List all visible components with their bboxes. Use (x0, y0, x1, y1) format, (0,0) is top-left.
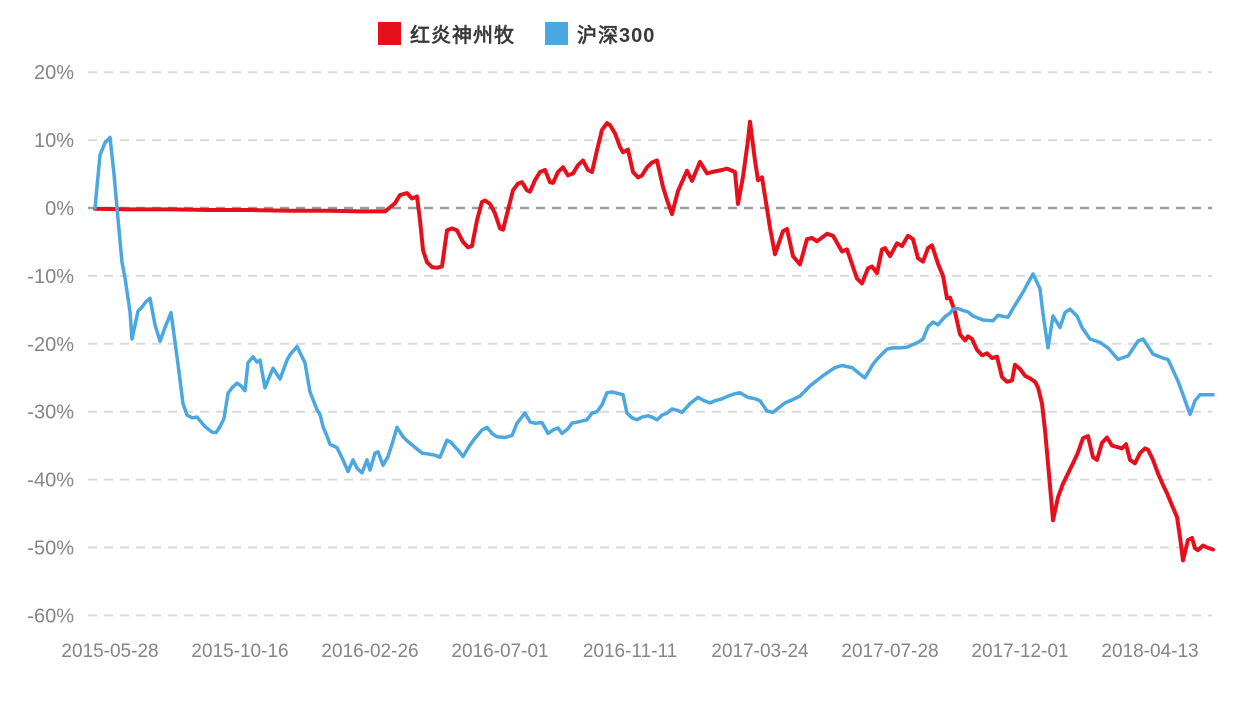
x-axis-tick-label: 2015-10-16 (191, 641, 288, 662)
y-axis-tick-label: -20% (27, 334, 74, 356)
y-axis-tick-label: 10% (34, 130, 74, 152)
benchmark-legend-label: 沪深300 (577, 25, 656, 47)
y-axis-tick-label: -40% (27, 470, 74, 492)
fund-legend-swatch-icon (378, 22, 401, 45)
x-axis-tick-label: 2017-07-28 (841, 641, 938, 662)
x-axis-tick-label: 2017-12-01 (971, 641, 1068, 662)
x-axis-tick-label: 2015-05-28 (61, 641, 158, 662)
fund-legend-label: 红炎神州牧 (410, 25, 515, 47)
series-line-benchmark (93, 135, 1215, 475)
y-axis-tick-label: 20% (34, 62, 74, 84)
chart-legend: 红炎神州牧 沪深300 (378, 19, 655, 48)
x-axis-tick-label: 2016-11-11 (583, 641, 677, 662)
x-axis-tick-label: 2018-04-13 (1101, 641, 1198, 662)
x-axis-tick-label: 2016-07-01 (451, 641, 548, 662)
benchmark-legend-swatch-icon (545, 22, 568, 45)
y-axis-tick-label: -10% (27, 266, 74, 288)
legend-item-benchmark[interactable]: 沪深300 (545, 19, 655, 48)
x-axis-tick-label: 2016-02-26 (321, 641, 418, 662)
legend-item-fund[interactable]: 红炎神州牧 (378, 19, 515, 48)
y-axis-tick-label: -30% (27, 402, 74, 424)
y-axis-tick-label: -60% (27, 605, 74, 627)
y-axis-tick-label: 0% (45, 198, 74, 220)
x-axis-tick-label: 2017-03-24 (711, 641, 809, 662)
series-line-fund (93, 119, 1215, 563)
y-axis-tick-label: -50% (27, 538, 74, 560)
